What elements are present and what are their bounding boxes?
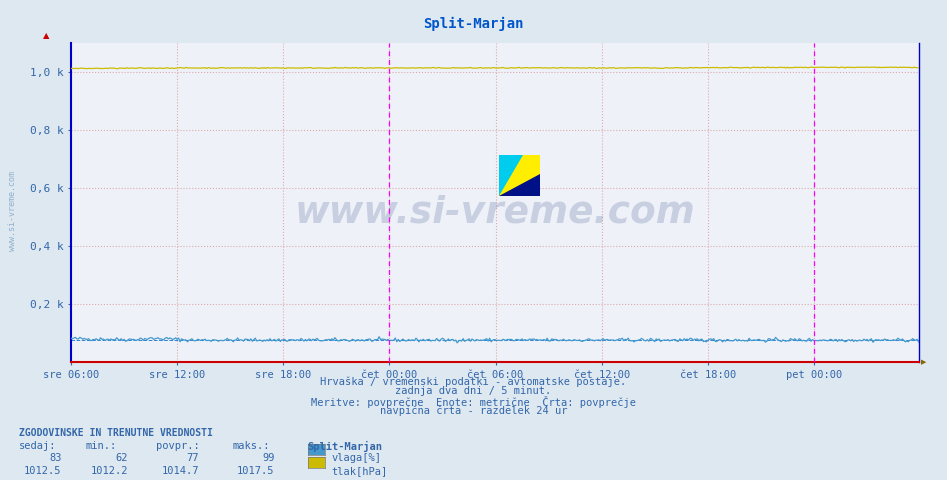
Text: Split-Marjan: Split-Marjan xyxy=(423,17,524,31)
Text: 62: 62 xyxy=(116,453,128,463)
Text: navpična črta - razdelek 24 ur: navpična črta - razdelek 24 ur xyxy=(380,406,567,416)
Text: www.si-vreme.com: www.si-vreme.com xyxy=(8,171,17,251)
Text: Hrvaška / vremenski podatki - avtomatske postaje.: Hrvaška / vremenski podatki - avtomatske… xyxy=(320,377,627,387)
Text: 99: 99 xyxy=(262,453,275,463)
Text: 1014.7: 1014.7 xyxy=(161,466,199,476)
Text: zadnja dva dni / 5 minut.: zadnja dva dni / 5 minut. xyxy=(396,386,551,396)
Text: tlak[hPa]: tlak[hPa] xyxy=(331,466,387,476)
Polygon shape xyxy=(499,155,524,196)
Text: ▶: ▶ xyxy=(921,360,927,365)
Text: 1012.2: 1012.2 xyxy=(90,466,128,476)
Text: maks.:: maks.: xyxy=(232,441,270,451)
Text: sedaj:: sedaj: xyxy=(19,441,57,451)
Text: vlaga[%]: vlaga[%] xyxy=(331,453,382,463)
Text: min.:: min.: xyxy=(85,441,116,451)
Text: ▲: ▲ xyxy=(43,31,49,40)
Text: 1017.5: 1017.5 xyxy=(237,466,275,476)
Text: 1012.5: 1012.5 xyxy=(24,466,62,476)
Text: ZGODOVINSKE IN TRENUTNE VREDNOSTI: ZGODOVINSKE IN TRENUTNE VREDNOSTI xyxy=(19,428,213,438)
Text: 77: 77 xyxy=(187,453,199,463)
Text: www.si-vreme.com: www.si-vreme.com xyxy=(295,194,695,230)
Polygon shape xyxy=(499,174,540,196)
Text: 83: 83 xyxy=(49,453,62,463)
Text: Split-Marjan: Split-Marjan xyxy=(308,441,383,452)
Text: Meritve: povprečne  Enote: metrične  Črta: povprečje: Meritve: povprečne Enote: metrične Črta:… xyxy=(311,396,636,408)
Text: povpr.:: povpr.: xyxy=(156,441,200,451)
